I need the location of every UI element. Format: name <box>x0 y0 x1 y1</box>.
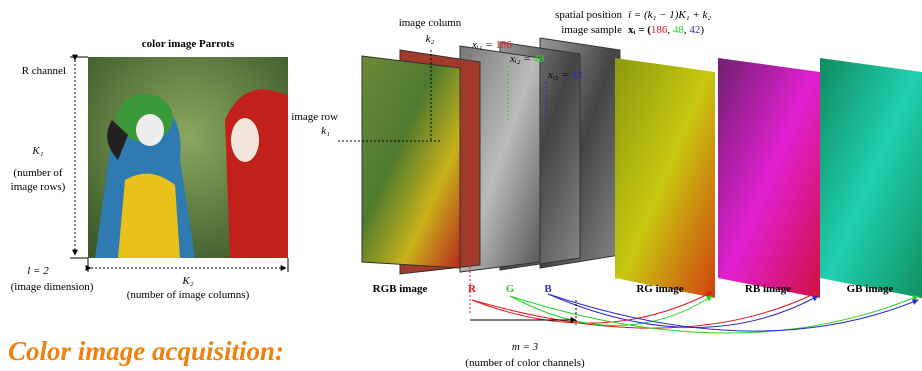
sample-vector: xᵢ = (186, 48, 42) <box>628 24 704 36</box>
label: image sample <box>561 24 622 36</box>
label: image rows) <box>11 181 66 193</box>
layer-label: RB image <box>745 283 791 295</box>
label: K₁ <box>31 145 43 157</box>
label: (number of <box>13 167 63 179</box>
photo-title: color image Parrots <box>142 38 235 50</box>
value: 48 <box>533 53 545 65</box>
label: (number of image columns) <box>127 289 250 301</box>
arrow <box>548 294 818 328</box>
layer-label: RG image <box>636 283 683 295</box>
value: 42 <box>571 69 582 81</box>
slide: color image Parrots R channel K₁ (number… <box>0 0 922 371</box>
label: k₁ <box>321 125 330 137</box>
arrow <box>510 296 712 326</box>
label: xᵢ₂ = <box>509 53 533 65</box>
label: xᵢ = ( <box>628 24 651 36</box>
label: (image dimension) <box>11 281 94 293</box>
layer-label: R <box>468 283 477 295</box>
layer-label: G <box>506 283 515 295</box>
parrot-belly <box>118 174 180 258</box>
label: k₂ <box>426 33 435 45</box>
rg-layer <box>615 58 715 298</box>
label: l = 2 <box>27 265 49 277</box>
sample-1: xᵢ₁ = 186 <box>471 39 512 51</box>
red-parrot-face <box>231 118 259 162</box>
gb-layer <box>820 58 922 298</box>
label: xᵢ₃ = <box>547 69 571 81</box>
value: 42 <box>689 24 700 36</box>
formula: i = (k₁ − 1)K₁ + k₂ <box>628 9 711 21</box>
red-parrot <box>225 89 288 258</box>
parrot-face <box>136 114 164 146</box>
rgb-layer <box>362 56 460 268</box>
value: 186 <box>495 39 512 51</box>
label: ) <box>700 24 704 36</box>
heading: Color image acquisition: <box>8 336 284 366</box>
label: K₂ <box>181 275 193 287</box>
label: image row <box>291 111 338 123</box>
value: 186 <box>651 24 668 36</box>
label: R channel <box>22 65 66 77</box>
sample-3: xᵢ₃ = 42 <box>547 69 582 81</box>
layer-label: B <box>544 283 552 295</box>
layer-label: RGB image <box>373 283 428 295</box>
label: spatial position <box>555 9 622 21</box>
sample-2: xᵢ₂ = 48 <box>509 53 545 65</box>
label: (number of color channels) <box>465 357 585 369</box>
label: m = 3 <box>512 341 539 353</box>
label: xᵢ₁ = <box>471 39 495 51</box>
label: image column <box>399 17 462 29</box>
value: 48 <box>673 24 685 36</box>
rb-layer <box>718 58 820 298</box>
layer-label: GB image <box>847 283 894 295</box>
